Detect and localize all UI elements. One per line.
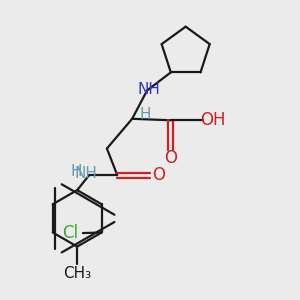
- Text: Cl: Cl: [62, 224, 79, 242]
- Text: O: O: [164, 149, 177, 167]
- Text: H: H: [140, 107, 151, 122]
- Text: OH: OH: [200, 111, 225, 129]
- Text: H: H: [71, 164, 82, 179]
- Text: NH: NH: [137, 82, 160, 97]
- Text: NH: NH: [74, 166, 97, 181]
- Text: CH₃: CH₃: [63, 266, 91, 281]
- Text: O: O: [152, 166, 165, 184]
